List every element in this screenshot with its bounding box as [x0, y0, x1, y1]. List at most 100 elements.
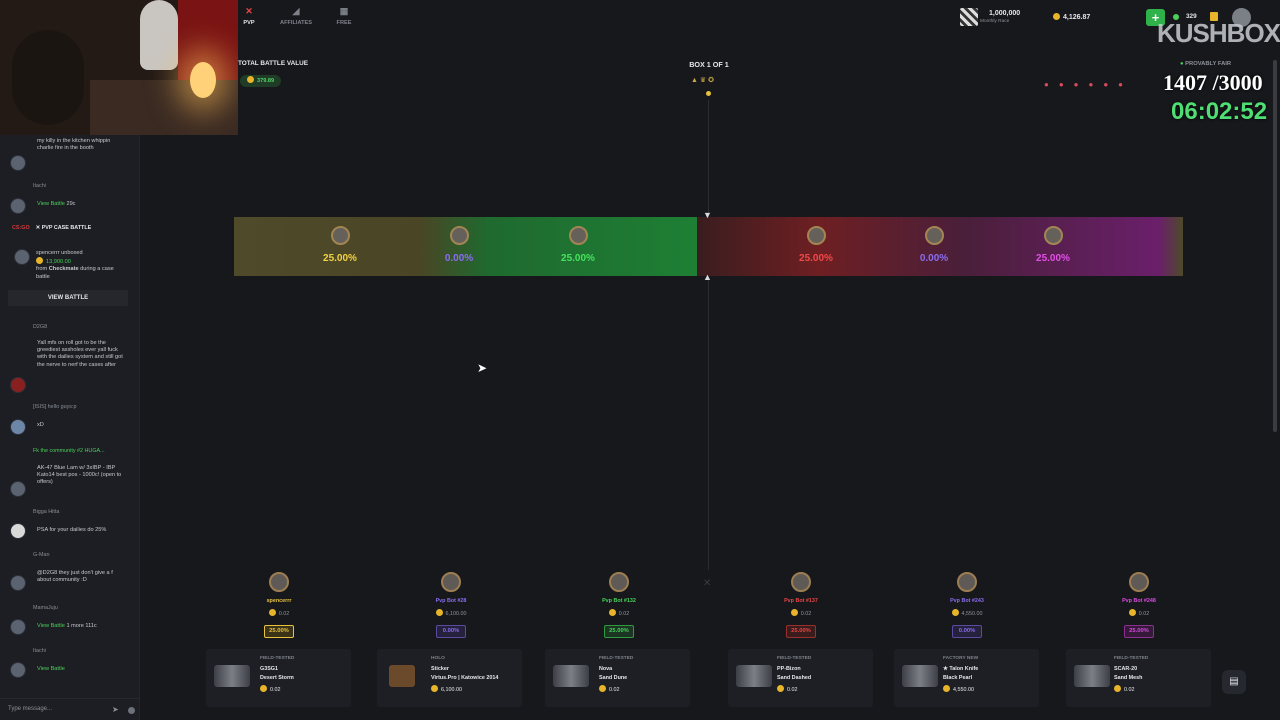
item-skin: Virtus.Pro | Katowice 2014	[431, 675, 499, 681]
avatar[interactable]	[10, 662, 26, 678]
item-price: 0.02	[777, 685, 798, 693]
chat-input[interactable]: Type message... ➤	[0, 698, 140, 720]
item-card[interactable]: HOLO Sticker Virtus.Pro | Katowice 2014 …	[377, 649, 522, 707]
chat-input-placeholder[interactable]: Type message...	[8, 706, 53, 712]
avatar[interactable]	[10, 523, 26, 539]
webcam-overlay	[0, 0, 238, 135]
stream-counter: 1407 /3000	[1163, 70, 1263, 95]
item-condition: FIELD-TESTED	[1114, 656, 1149, 661]
nav-affiliates[interactable]: ◢ AFFILIATES	[273, 6, 319, 26]
coin-icon	[943, 685, 950, 692]
view-battle-link[interactable]: View Battle	[37, 666, 65, 672]
case-icon: ▲ ♛ ✪	[691, 77, 714, 84]
avatar[interactable]	[10, 481, 26, 497]
coin-icon	[268, 609, 276, 616]
swords-icon: ✕	[245, 6, 253, 16]
item-card[interactable]: FIELD-TESTED G3SG1 Desert Storm 0.02	[206, 649, 351, 707]
username[interactable]: Bigga Hitta	[33, 509, 60, 515]
avatar[interactable]	[10, 575, 26, 591]
nav-pvp[interactable]: ✕ PVP	[226, 6, 272, 26]
avatar[interactable]	[10, 377, 26, 393]
strip-slot: 25.00%	[281, 217, 399, 276]
avatar[interactable]	[10, 198, 26, 214]
balance[interactable]: 4,126.87	[1053, 13, 1090, 21]
item-card[interactable]: FIELD-TESTED PP-Bizon Sand Dashed 0.02	[728, 649, 873, 707]
race-amount[interactable]: 1,000,000	[989, 10, 1021, 17]
send-icon[interactable]: ➤	[112, 705, 119, 714]
username[interactable]: Fk the community #2 HUGA...	[33, 448, 105, 454]
nav-free[interactable]: ▦ FREE	[321, 6, 367, 26]
deposit-button[interactable]: +	[1146, 9, 1165, 26]
username[interactable]: G-Man	[33, 552, 50, 558]
message-text: during a case battle	[36, 266, 114, 280]
vs-icon: ✕	[703, 578, 712, 589]
view-battle-link[interactable]: View Battle	[37, 623, 65, 629]
item-card[interactable]: FIELD-TESTED SCAR-20 Sand Mesh 0.02	[1066, 649, 1211, 707]
item-condition: FACTORY NEW	[943, 656, 979, 661]
item-name: G3SG1	[260, 666, 278, 672]
bot-avatar	[957, 572, 977, 592]
slot-percent: 0.00%	[919, 253, 949, 264]
username[interactable]: Itachi	[33, 648, 46, 654]
username[interactable]: D2G8	[33, 324, 48, 330]
item-image	[1074, 665, 1110, 687]
item-skin: Black Pearl	[943, 675, 973, 681]
coin-icon	[1053, 13, 1060, 20]
bot-avatar	[1044, 226, 1063, 245]
coin-icon	[435, 609, 443, 616]
view-battle-link[interactable]: View Battle	[37, 201, 65, 207]
player-name: Pvp Bot #132	[602, 598, 636, 604]
player-percent: 25.00%	[264, 625, 294, 638]
player-name: Pvp Bot #243	[950, 598, 984, 604]
support-chat-icon[interactable]: ▤	[1222, 670, 1246, 694]
coin-icon	[247, 76, 254, 83]
user-avatar[interactable]	[1232, 8, 1251, 27]
emoji-icon[interactable]	[128, 707, 135, 714]
item-price: 0.02	[260, 685, 281, 693]
selector-arrow-up-icon: ▲	[703, 272, 712, 282]
page-scrollbar[interactable]	[1273, 60, 1277, 432]
race-flag-icon[interactable]	[960, 8, 978, 26]
item-image	[553, 665, 589, 687]
rewards-icon[interactable]	[1210, 12, 1218, 21]
item-image	[736, 665, 772, 687]
message-text: spencerrr unboxed	[36, 250, 83, 256]
chat-sidebar: my killy in the kitchen whippin charlie …	[0, 135, 140, 720]
item-card[interactable]: FIELD-TESTED Nova Sand Dune 0.02	[545, 649, 690, 707]
player-name: Pvp Bot #248	[1122, 598, 1156, 604]
case-name: Checkmate	[48, 266, 79, 273]
coin-icon	[777, 685, 784, 692]
player-avatar	[269, 572, 289, 592]
item-card[interactable]: FACTORY NEW ★ Talon Knife Black Pearl 4,…	[894, 649, 1039, 707]
player-value: 4,550.00	[927, 609, 1007, 617]
message-text: xD	[37, 422, 44, 428]
item-price: 0.02	[599, 685, 620, 693]
total-value-text: 379.89	[257, 78, 275, 84]
player-value: 0.02	[761, 609, 841, 617]
avatar[interactable]	[10, 419, 26, 435]
bot-avatar	[450, 226, 469, 245]
avatar[interactable]	[10, 619, 26, 635]
item-price-text: 0.02	[270, 687, 281, 693]
emote-bar[interactable]: ●●●●●●	[1044, 80, 1133, 89]
player-name: Pvp Bot #137	[784, 598, 818, 604]
player-avatar	[331, 226, 350, 245]
player-percent: 25.00%	[1124, 625, 1154, 638]
item-price-text: 6,100.00	[441, 687, 462, 693]
item-price: 6,100.00	[431, 685, 462, 693]
avatar[interactable]	[10, 155, 26, 171]
provably-fair[interactable]: ● PROVABLY FAIR	[1180, 61, 1231, 67]
username[interactable]: Itachi	[33, 183, 46, 189]
message-text: Yall mfs on roll got to be the greediest…	[37, 340, 123, 368]
message-text: AK-47 Blue Lam w/ 3xIBP - IBP Kato14 bes…	[37, 465, 122, 486]
close-icon[interactable]: ✕	[35, 225, 41, 231]
stream-timer: 06:02:52	[1171, 98, 1268, 125]
view-battle-button[interactable]: VIEW BATTLE	[8, 290, 128, 306]
item-price-text: 0.02	[609, 687, 620, 693]
team-right-strip: 25.00% 0.00% 25.00%	[697, 217, 1183, 276]
avatar[interactable]	[14, 249, 30, 265]
username[interactable]: MamaJuju	[33, 605, 58, 611]
item-image	[389, 665, 415, 687]
nav-label: AFFILIATES	[280, 20, 312, 26]
game-tag: CS:GO	[12, 225, 30, 231]
